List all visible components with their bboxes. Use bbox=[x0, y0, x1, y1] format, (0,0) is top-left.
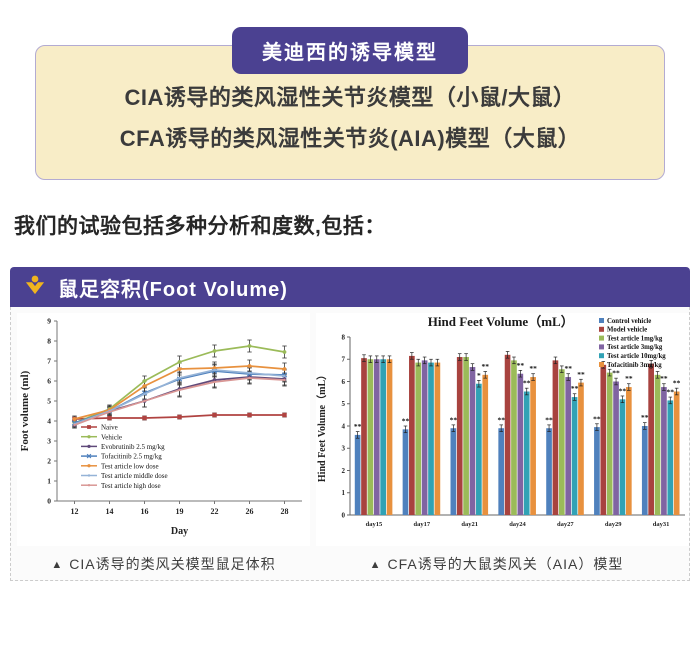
svg-text:**: ** bbox=[612, 369, 620, 378]
svg-text:day21: day21 bbox=[461, 521, 478, 528]
charts-row: 0 1 2 3 4 5 6 7 8 9 12 14 16 19 22 26 28 Day Foot volume (… bbox=[17, 313, 689, 547]
svg-text:**: ** bbox=[497, 416, 505, 425]
svg-text:Foot volume (ml): Foot volume (ml) bbox=[19, 371, 31, 452]
svg-text:Test article 3mg/kg: Test article 3mg/kg bbox=[607, 345, 663, 352]
svg-text:4: 4 bbox=[342, 423, 346, 431]
svg-text:Hind Feet Volume（mL）: Hind Feet Volume（mL） bbox=[428, 314, 574, 329]
svg-text:day15: day15 bbox=[366, 521, 383, 528]
svg-text:19: 19 bbox=[176, 507, 184, 516]
model-line-cfa: CFA诱导的类风湿性关节炎(AIA)模型（大鼠） bbox=[119, 125, 581, 151]
svg-text:**: ** bbox=[673, 379, 681, 388]
svg-text:5: 5 bbox=[342, 401, 346, 409]
svg-text:**: ** bbox=[619, 387, 627, 396]
caption-cia: ▲ CIA诱导的类风关模型鼠足体积 bbox=[17, 554, 310, 574]
svg-text:8: 8 bbox=[47, 337, 51, 346]
svg-text:Tofacitinib 3mg/kg: Tofacitinib 3mg/kg bbox=[607, 362, 662, 369]
svg-text:day27: day27 bbox=[557, 521, 574, 528]
panel-title: 鼠足容积(Foot Volume) bbox=[58, 278, 288, 301]
foot-volume-panel: 鼠足容积(Foot Volume) 0 1 2 3 4 5 6 7 8 9 12 14 16 19 22 26… bbox=[10, 267, 690, 582]
svg-text:16: 16 bbox=[141, 507, 149, 516]
svg-text:**: ** bbox=[571, 385, 579, 394]
svg-text:Vehicle: Vehicle bbox=[101, 434, 122, 442]
svg-text:Hind Feet Volume（mL）: Hind Feet Volume（mL） bbox=[316, 370, 328, 482]
caption-cfa-text: CFA诱导的大鼠类风关（AIA）模型 bbox=[387, 556, 624, 573]
svg-text:**: ** bbox=[593, 415, 601, 424]
caption-cfa: ▲ CFA诱导的大鼠类风关（AIA）模型 bbox=[310, 554, 683, 574]
svg-text:0: 0 bbox=[342, 512, 346, 520]
svg-text:Test article 10mg/kg: Test article 10mg/kg bbox=[607, 353, 666, 360]
svg-text:**: ** bbox=[481, 362, 489, 371]
svg-text:day31: day31 bbox=[653, 521, 670, 528]
svg-text:day29: day29 bbox=[605, 521, 622, 528]
captions-row: ▲ CIA诱导的类风关模型鼠足体积 ▲ CFA诱导的大鼠类风关（AIA）模型 bbox=[17, 554, 683, 576]
svg-text:Test article 1mg/kg: Test article 1mg/kg bbox=[607, 336, 663, 343]
svg-text:**: ** bbox=[641, 414, 649, 423]
foot-volume-panel-body: 0 1 2 3 4 5 6 7 8 9 12 14 16 19 22 26 28 Day Foot volume (… bbox=[10, 307, 690, 582]
svg-text:day17: day17 bbox=[413, 521, 430, 528]
svg-text:**: ** bbox=[545, 416, 553, 425]
svg-text:26: 26 bbox=[246, 507, 254, 516]
svg-text:2: 2 bbox=[47, 457, 51, 466]
svg-text:Day: Day bbox=[171, 526, 188, 537]
svg-text:Test article middle dose: Test article middle dose bbox=[101, 472, 168, 480]
svg-text:**: ** bbox=[402, 417, 410, 426]
svg-text:7: 7 bbox=[342, 356, 346, 364]
svg-text:0: 0 bbox=[47, 497, 51, 506]
svg-text:6: 6 bbox=[342, 378, 346, 386]
medicilon-person-icon bbox=[25, 276, 45, 295]
triangle-bullet-icon: ▲ bbox=[369, 559, 382, 572]
svg-text:Evobrutinib 2.5 mg/kg: Evobrutinib 2.5 mg/kg bbox=[101, 443, 165, 451]
svg-text:8: 8 bbox=[342, 334, 346, 342]
induced-models-box: 美迪西的诱导模型 CIA诱导的类风湿性关节炎模型（小鼠/大鼠） CFA诱导的类风… bbox=[35, 27, 665, 181]
svg-text:2: 2 bbox=[342, 467, 346, 475]
svg-text:**: ** bbox=[529, 365, 537, 374]
svg-text:12: 12 bbox=[71, 507, 79, 516]
cia-foot-volume-line-chart: 0 1 2 3 4 5 6 7 8 9 12 14 16 19 22 26 28 Day Foot volume (… bbox=[17, 313, 310, 547]
svg-text:3: 3 bbox=[47, 437, 51, 446]
foot-volume-panel-header: 鼠足容积(Foot Volume) bbox=[10, 267, 690, 308]
svg-text:6: 6 bbox=[47, 377, 51, 386]
svg-text:**: ** bbox=[577, 370, 585, 379]
svg-text:7: 7 bbox=[47, 357, 51, 366]
svg-text:Naive: Naive bbox=[101, 424, 118, 432]
svg-text:Control vehicle: Control vehicle bbox=[607, 318, 651, 325]
svg-text:**: ** bbox=[564, 365, 572, 374]
svg-text:**: ** bbox=[450, 416, 458, 425]
svg-text:**: ** bbox=[667, 388, 675, 397]
svg-text:22: 22 bbox=[211, 507, 219, 516]
svg-text:5: 5 bbox=[47, 397, 51, 406]
svg-text:Test article high dose: Test article high dose bbox=[101, 482, 161, 490]
triangle-bullet-icon: ▲ bbox=[51, 559, 64, 572]
models-box-badge: 美迪西的诱导模型 bbox=[232, 27, 468, 74]
svg-text:**: ** bbox=[517, 361, 525, 370]
svg-text:28: 28 bbox=[281, 507, 289, 516]
svg-text:9: 9 bbox=[47, 317, 51, 326]
svg-text:Tofacitinib 2.5 mg/kg: Tofacitinib 2.5 mg/kg bbox=[101, 453, 162, 461]
svg-text:1: 1 bbox=[47, 477, 51, 486]
svg-text:**: ** bbox=[625, 375, 633, 384]
cfa-hind-feet-volume-bar-chart: 0 1 2 3 4 5 6 7 8 Hind Feet Volume（mL） Hind Feet V… bbox=[315, 313, 689, 547]
svg-text:**: ** bbox=[523, 379, 531, 388]
svg-text:14: 14 bbox=[106, 507, 114, 516]
svg-text:4: 4 bbox=[47, 417, 51, 426]
svg-text:1: 1 bbox=[342, 490, 346, 498]
svg-text:Test article low dose: Test article low dose bbox=[101, 463, 159, 471]
caption-cia-text: CIA诱导的类风关模型鼠足体积 bbox=[69, 556, 276, 573]
svg-text:3: 3 bbox=[342, 445, 346, 453]
svg-text:**: ** bbox=[354, 422, 362, 431]
model-line-cia: CIA诱导的类风湿性关节炎模型（小鼠/大鼠） bbox=[124, 85, 576, 110]
svg-text:Model vehicle: Model vehicle bbox=[607, 327, 647, 334]
intro-text: 我们的试验包括多种分析和度数,包括： bbox=[14, 215, 386, 239]
svg-text:*: * bbox=[477, 371, 481, 380]
svg-text:day24: day24 bbox=[509, 521, 526, 528]
svg-text:**: ** bbox=[660, 375, 668, 384]
